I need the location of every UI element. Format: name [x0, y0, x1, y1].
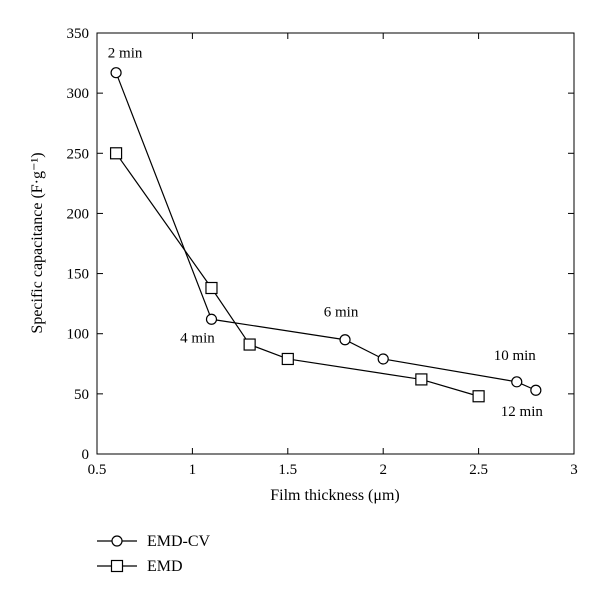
x-tick-label: 3 — [570, 462, 578, 478]
series-emd — [109, 147, 485, 403]
y-tick-label: 300 — [67, 86, 90, 102]
data-point-emd-cv — [110, 67, 122, 79]
y-tick-label: 50 — [74, 387, 89, 403]
annotation-label: 4 min — [180, 330, 215, 346]
series-layer — [109, 67, 542, 403]
series-line-emd — [115, 152, 479, 397]
data-point-emd — [109, 147, 123, 160]
x-tick-label: 2.5 — [469, 462, 488, 478]
annotation-label: 2 min — [108, 46, 143, 62]
series-line-emd-cv — [115, 72, 537, 391]
data-point-emd — [472, 390, 485, 403]
data-point-emd-cv — [530, 384, 542, 396]
data-point-emd-cv — [377, 353, 389, 365]
data-point-emd-cv — [205, 313, 218, 325]
y-tick-label: 250 — [67, 146, 90, 162]
annotation-label: 10 min — [494, 348, 537, 364]
y-tick-label: 0 — [82, 447, 90, 463]
annotation-layer: 2 min 4 min 6 min 10 min 12 min — [108, 46, 544, 421]
data-point-emd — [205, 281, 218, 295]
data-point-emd — [281, 352, 294, 366]
legend-item-emd-cv: EMD-CV — [97, 533, 211, 550]
data-point-emd — [243, 338, 256, 351]
y-tick-label: 150 — [67, 267, 90, 283]
y-tick-label: 200 — [67, 206, 90, 222]
plot-area: 0 50 100 150 200 250 300 350 0.5 1 1.5 2 2.5 3 2 min 4… — [67, 26, 578, 478]
axis-ticks: 0 50 100 150 200 250 300 350 0.5 1 1.5 2 2.5 3 — [67, 26, 578, 478]
data-point-emd-cv — [511, 376, 523, 388]
legend-label: EMD-CV — [147, 533, 211, 550]
y-axis-label: Specific capacitance (F·g⁻¹) — [29, 152, 46, 333]
data-point-emd-cv — [339, 334, 351, 346]
legend-label: EMD — [147, 558, 183, 575]
annotation-label: 6 min — [324, 305, 359, 321]
annotation-label: 12 min — [501, 404, 544, 420]
y-tick-label: 350 — [67, 26, 90, 42]
x-axis-label: Film thickness (μm) — [270, 487, 399, 504]
x-tick-label: 2 — [379, 462, 387, 478]
legend-marker-circle — [111, 535, 123, 547]
series-emd-cv — [110, 67, 542, 396]
x-tick-label: 1 — [189, 462, 197, 478]
legend-item-emd: EMD — [97, 558, 183, 575]
x-tick-label: 0.5 — [88, 462, 107, 478]
data-point-emd — [415, 373, 428, 386]
x-tick-label: 1.5 — [278, 462, 297, 478]
legend: EMD-CV EMD — [97, 533, 211, 575]
y-tick-label: 100 — [67, 327, 90, 343]
legend-marker-square — [110, 559, 124, 573]
plot-frame — [96, 32, 575, 455]
